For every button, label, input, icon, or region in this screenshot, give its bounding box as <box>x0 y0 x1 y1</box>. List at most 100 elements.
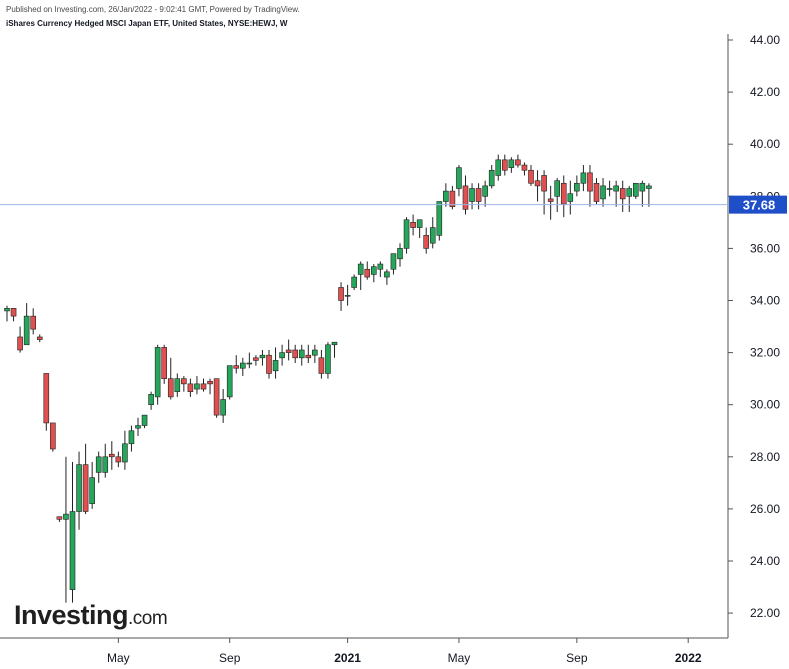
candle-up <box>574 182 580 192</box>
candle-down <box>200 383 207 390</box>
candle-up <box>508 159 515 168</box>
candle-down <box>305 354 312 359</box>
candle-down <box>253 357 259 361</box>
candle-up <box>600 185 606 200</box>
candle-down <box>109 453 115 458</box>
candle-up <box>357 263 364 275</box>
x-tick-label: 2021 <box>334 651 361 665</box>
candle-up <box>174 378 181 392</box>
candle-up <box>298 349 305 359</box>
y-tick-label: 22.00 <box>750 606 780 620</box>
candle-down <box>560 182 567 205</box>
candle-down <box>181 378 187 385</box>
candle-up <box>384 271 390 278</box>
candle-down <box>449 190 456 208</box>
candle-up <box>220 399 226 416</box>
candle-down <box>115 456 122 463</box>
candle-down <box>207 380 213 385</box>
candle-up <box>495 159 502 176</box>
y-tick-label: 44.00 <box>750 33 780 47</box>
x-tick-label: May <box>448 651 471 665</box>
candle-up <box>95 456 102 473</box>
candle-up <box>613 185 619 192</box>
last-price-label: 37.68 <box>743 198 776 213</box>
candle-up <box>639 182 646 192</box>
candle-up <box>154 347 161 398</box>
candle-up <box>135 425 141 429</box>
candle-down <box>17 336 23 351</box>
candle-down <box>292 349 299 359</box>
last-price-badge <box>729 195 787 214</box>
candle-down <box>167 378 174 398</box>
candle-down <box>213 378 220 416</box>
logo-brand: Investing <box>14 600 129 630</box>
candle-up <box>377 263 384 270</box>
candle-up <box>259 354 266 359</box>
candle-up <box>246 362 253 365</box>
candle-up <box>429 227 436 244</box>
candle-up <box>102 456 109 473</box>
candle-up <box>279 352 285 359</box>
candle-down <box>515 159 521 166</box>
chart-title: iShares Currency Hedged MSCI Japan ETF, … <box>6 19 288 28</box>
chart-header: Published on Investing.com, 26/Jan/2022 … <box>6 4 300 29</box>
candle-up <box>626 188 633 197</box>
candle-down <box>318 357 325 374</box>
candle-up <box>63 513 69 520</box>
candle-up <box>351 276 357 288</box>
candle-down <box>547 198 554 202</box>
x-tick-label: 2022 <box>675 651 702 665</box>
candle-up <box>76 464 82 512</box>
candle-up <box>312 349 318 356</box>
y-tick-label: 34.00 <box>750 294 780 308</box>
candle-down <box>36 336 43 340</box>
candle-up <box>456 167 462 189</box>
candle-down <box>285 349 292 353</box>
candle-up <box>632 182 639 197</box>
x-axis: May Sep 2021 May Sep 2022 <box>0 637 728 665</box>
candle-up <box>397 248 403 260</box>
candle-up <box>89 477 95 504</box>
candle-down <box>619 188 626 200</box>
candle-down <box>82 464 89 512</box>
y-tick-label: 26.00 <box>750 502 780 516</box>
candle-up <box>488 169 495 187</box>
candle-up <box>141 414 148 426</box>
last-price-marker: 37.68 <box>0 195 787 214</box>
x-tick-label: Sep <box>566 651 588 665</box>
candle-down <box>410 222 416 228</box>
y-tick-label: 28.00 <box>750 450 780 464</box>
candle-up <box>436 201 443 236</box>
candle-down <box>233 365 240 369</box>
candle-up <box>370 266 377 275</box>
candle-up <box>122 443 128 463</box>
investing-logo: Investing.com <box>14 600 168 631</box>
candle-up <box>606 188 613 190</box>
candle-up <box>128 430 135 445</box>
candle-down <box>338 287 344 301</box>
candle-down <box>423 235 430 249</box>
y-tick-label: 30.00 <box>750 398 780 412</box>
candle-up <box>331 341 338 346</box>
y-tick-label: 36.00 <box>750 241 780 255</box>
candle-down <box>462 185 469 210</box>
candle-down <box>541 175 547 192</box>
candle-up <box>646 185 652 189</box>
candle-up <box>226 365 233 398</box>
candle-down <box>593 182 600 202</box>
candle-down <box>587 172 593 192</box>
candle-up <box>403 219 410 249</box>
candle-down <box>50 422 56 450</box>
candle-down <box>364 268 371 278</box>
candle-up <box>344 294 351 297</box>
candle-up <box>23 315 30 346</box>
published-note: Published on Investing.com, 26/Jan/2022 … <box>6 5 300 14</box>
candle-up <box>554 180 561 197</box>
y-tick-label: 42.00 <box>750 85 780 99</box>
candle-down <box>521 164 528 171</box>
candle-down <box>161 347 167 379</box>
logo-suffix: .com <box>128 608 168 629</box>
candle-down <box>528 169 534 184</box>
candle-down <box>10 308 17 317</box>
candle-up <box>325 344 331 374</box>
